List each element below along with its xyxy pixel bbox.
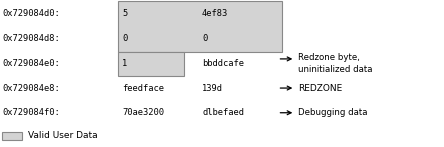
Text: 0x729084f0:: 0x729084f0: — [2, 108, 60, 117]
Text: 70ae3200: 70ae3200 — [122, 108, 164, 117]
Text: 4ef83: 4ef83 — [202, 9, 228, 19]
Text: 0: 0 — [122, 34, 127, 43]
Text: feedface: feedface — [122, 83, 164, 93]
Text: 0x729084d8:: 0x729084d8: — [2, 34, 60, 43]
Text: REDZONE: REDZONE — [298, 83, 343, 93]
Text: Valid User Data: Valid User Data — [28, 131, 97, 141]
Text: 139d: 139d — [202, 83, 223, 93]
Bar — [118, 1, 282, 51]
Text: 0x729084d0:: 0x729084d0: — [2, 9, 60, 19]
Text: bbddcafe: bbddcafe — [202, 59, 244, 68]
Bar — [2, 132, 22, 140]
Text: dlbefaed: dlbefaed — [202, 108, 244, 117]
Text: 0: 0 — [202, 34, 207, 43]
Text: 1: 1 — [122, 59, 127, 68]
Text: 5: 5 — [122, 9, 127, 19]
Text: Redzone byte,
uninitialized data: Redzone byte, uninitialized data — [298, 53, 373, 74]
Text: 0x729084e0:: 0x729084e0: — [2, 59, 60, 68]
Text: Debugging data: Debugging data — [298, 108, 368, 117]
Bar — [118, 51, 184, 76]
Text: 0x729084e8:: 0x729084e8: — [2, 83, 60, 93]
